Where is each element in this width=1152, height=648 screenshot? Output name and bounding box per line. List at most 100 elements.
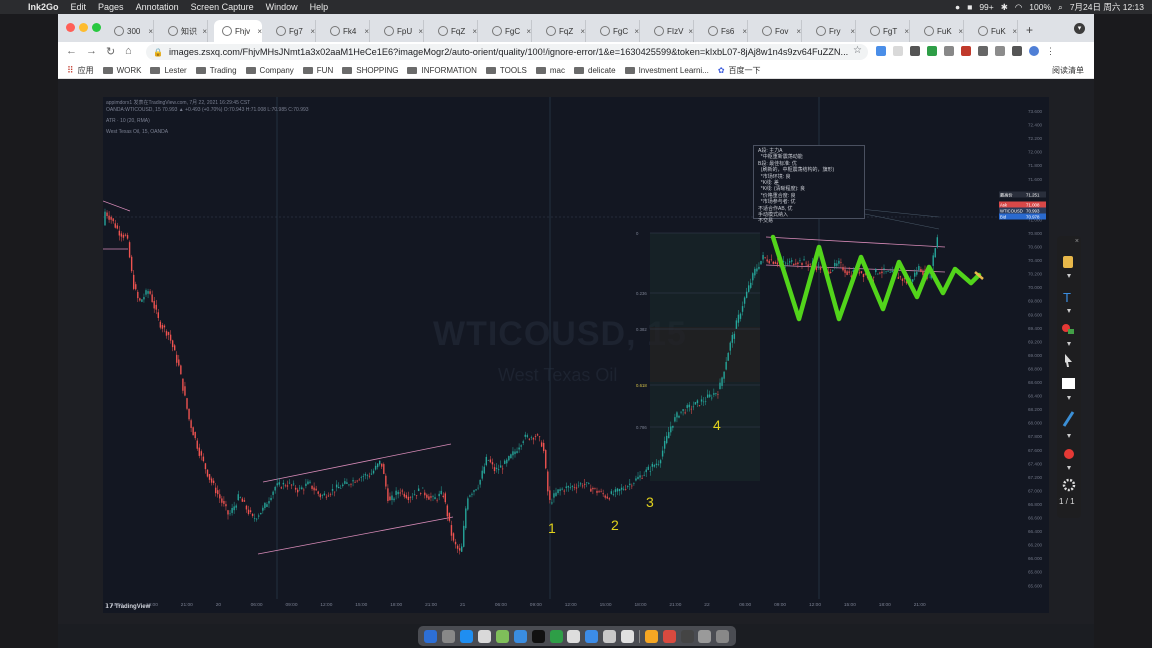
tab-10[interactable]: FIzV × xyxy=(646,20,694,42)
bookmark-12[interactable]: ✿ 百度一下 xyxy=(718,65,761,76)
cursor-tool-icon[interactable] xyxy=(1065,354,1072,367)
bookmark-6[interactable]: SHOPPING xyxy=(342,66,398,75)
dock-app-icon[interactable] xyxy=(531,629,545,643)
dock-app-icon[interactable] xyxy=(585,629,599,643)
bookmark-0[interactable]: ⠿ 应用 xyxy=(67,65,94,76)
bookmark-3[interactable]: Trading xyxy=(195,66,237,75)
chevron-down-icon[interactable] xyxy=(1067,396,1071,400)
tab-16[interactable]: FuK × xyxy=(970,20,1018,42)
chevron-down-icon[interactable] xyxy=(1067,466,1071,470)
extension-icon[interactable] xyxy=(893,46,903,56)
menu-screen-capture[interactable]: Screen Capture xyxy=(190,2,254,12)
reload-icon[interactable]: ↻ xyxy=(106,46,116,58)
menu-edit[interactable]: Edit xyxy=(70,2,87,12)
status-bluetooth-icon[interactable]: ✱ xyxy=(1000,1,1008,12)
dock-app-icon[interactable] xyxy=(680,629,694,643)
menu-window[interactable]: Window xyxy=(265,2,298,12)
menu-help[interactable]: Help xyxy=(309,2,329,12)
gear-icon[interactable] xyxy=(1062,478,1076,492)
tab-close-icon[interactable]: × xyxy=(526,26,531,36)
dock-app-icon[interactable] xyxy=(716,629,730,643)
tab-3[interactable]: Fg7 × xyxy=(268,20,316,42)
dock-app-icon[interactable] xyxy=(698,629,712,643)
reading-list[interactable]: 阅读清单 xyxy=(1052,66,1084,75)
tab-search-icon[interactable]: ▾ xyxy=(1074,23,1085,34)
tab-close-icon[interactable]: × xyxy=(580,26,585,36)
extension-icon[interactable] xyxy=(978,46,988,56)
forward-icon[interactable]: → xyxy=(86,45,97,57)
bookmark-5[interactable]: FUN xyxy=(302,66,333,75)
dock-app-icon[interactable] xyxy=(549,629,563,643)
bookmark-2[interactable]: Lester xyxy=(150,66,187,75)
dock-app-icon[interactable] xyxy=(442,629,456,643)
tab-12[interactable]: Fov × xyxy=(754,20,802,42)
chevron-down-icon[interactable] xyxy=(1067,434,1071,438)
tab-close-icon[interactable]: × xyxy=(688,26,693,36)
more-menu-icon[interactable]: ⋮ xyxy=(1046,46,1055,56)
extension-icon[interactable] xyxy=(927,46,937,56)
tab-9[interactable]: FgC × xyxy=(592,20,640,42)
dock-app-icon[interactable] xyxy=(603,629,617,643)
tab-close-icon[interactable]: × xyxy=(310,26,315,36)
tab-11[interactable]: Fs6 × xyxy=(700,20,748,42)
bookmark-9[interactable]: mac xyxy=(535,66,565,75)
dock-app-icon[interactable] xyxy=(621,629,635,643)
status-square-icon[interactable]: ■ xyxy=(967,2,973,12)
dock-app-icon[interactable] xyxy=(460,629,474,643)
status-search-icon[interactable]: ⌕ xyxy=(1058,1,1063,12)
extension-icon[interactable] xyxy=(910,46,920,56)
extension-icon[interactable] xyxy=(995,46,1005,56)
tab-2[interactable]: Fhjv × xyxy=(214,20,262,42)
whiteboard-icon[interactable] xyxy=(1062,378,1075,389)
extension-icon[interactable] xyxy=(961,46,971,56)
tab-1[interactable]: 知识 × xyxy=(160,20,208,42)
tab-13[interactable]: Fry × xyxy=(808,20,856,42)
marker-tool-icon[interactable] xyxy=(1062,411,1075,427)
dock-app-icon[interactable] xyxy=(644,629,658,643)
close-window-icon[interactable] xyxy=(66,23,75,32)
address-url[interactable]: images.zsxq.com/FhjvMHsJNmt1a3x02aaM1HeC… xyxy=(168,47,849,57)
bookmark-star-icon[interactable]: ☆ xyxy=(853,45,862,56)
text-tool-icon[interactable]: T xyxy=(1063,290,1071,305)
new-tab-button[interactable]: + xyxy=(1026,23,1034,37)
extension-icon[interactable] xyxy=(944,46,954,56)
status-circle-icon[interactable]: ● xyxy=(955,2,961,12)
minimize-window-icon[interactable] xyxy=(79,23,88,32)
dock-app-icon[interactable] xyxy=(567,629,581,643)
tab-close-icon[interactable]: × xyxy=(1012,26,1017,36)
extension-icon[interactable] xyxy=(876,46,886,56)
status-battery[interactable]: 100% xyxy=(1029,2,1052,12)
tab-7[interactable]: FgC × xyxy=(484,20,532,42)
tab-close-icon[interactable]: × xyxy=(148,26,153,36)
tab-8[interactable]: FqZ × xyxy=(538,20,586,42)
menu-annotation[interactable]: Annotation xyxy=(135,2,179,12)
bookmark-8[interactable]: TOOLS xyxy=(485,66,527,75)
menu-app-name[interactable]: Ink2Go xyxy=(28,2,59,12)
tab-close-icon[interactable]: × xyxy=(850,26,855,36)
dock-app-icon[interactable] xyxy=(495,629,509,643)
tab-5[interactable]: FpU × xyxy=(376,20,424,42)
tab-close-icon[interactable]: × xyxy=(364,26,369,36)
bookmark-1[interactable]: WORK xyxy=(102,66,141,75)
chevron-down-icon[interactable] xyxy=(1067,342,1071,346)
dock-app-icon[interactable] xyxy=(424,629,438,643)
address-bar[interactable]: 🔒 images.zsxq.com/FhjvMHsJNmt1a3x02aaM1H… xyxy=(146,44,868,60)
status-datetime[interactable]: 7月24日 周六 12:13 xyxy=(1069,2,1144,12)
zoom-window-icon[interactable] xyxy=(92,23,101,32)
tab-close-icon[interactable]: × xyxy=(418,26,423,36)
record-icon[interactable] xyxy=(1064,449,1074,459)
puzzle-icon[interactable] xyxy=(1012,46,1022,56)
bookmark-7[interactable]: INFORMATION xyxy=(407,66,477,75)
dock-app-icon[interactable] xyxy=(662,629,676,643)
status-wifi-icon[interactable]: ◠ xyxy=(1014,1,1023,12)
tab-close-icon[interactable]: × xyxy=(796,26,801,36)
chevron-down-icon[interactable] xyxy=(1067,274,1071,278)
tab-15[interactable]: FuK × xyxy=(916,20,964,42)
dock-app-icon[interactable] xyxy=(478,629,492,643)
profile-avatar[interactable] xyxy=(1029,46,1039,56)
tab-close-icon[interactable]: × xyxy=(904,26,909,36)
lock-icon[interactable]: 🔒 xyxy=(153,47,163,57)
dock-app-icon[interactable] xyxy=(513,629,527,643)
tab-4[interactable]: Fk4 × xyxy=(322,20,370,42)
tab-close-icon[interactable]: × xyxy=(202,26,207,36)
